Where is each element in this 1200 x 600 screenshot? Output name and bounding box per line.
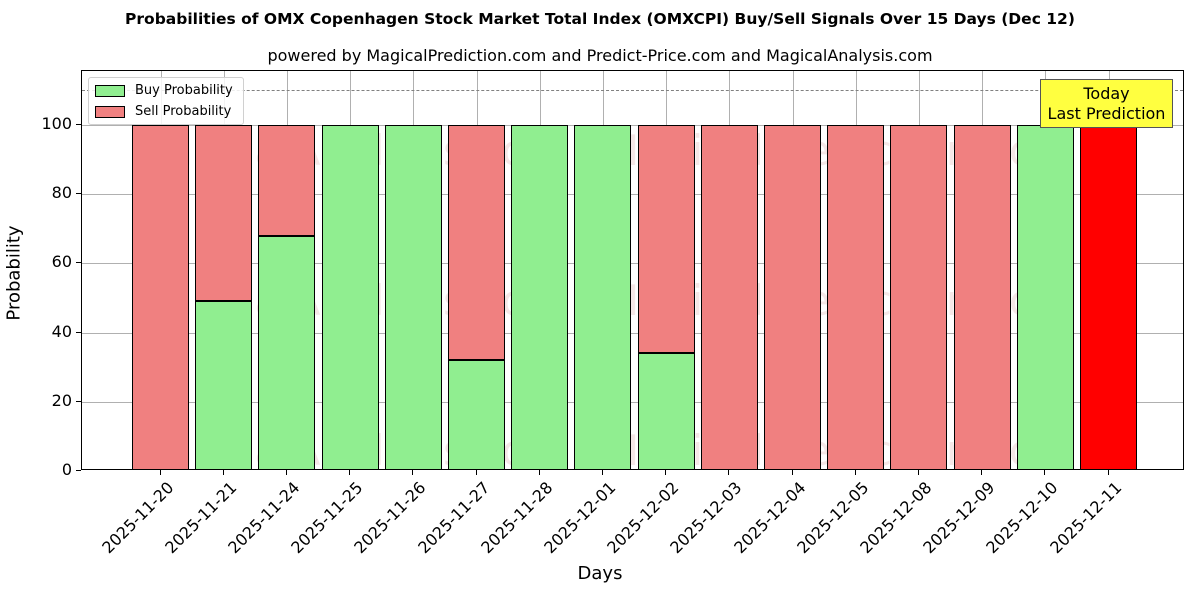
grid-line-horizontal xyxy=(82,263,1183,265)
legend-label-buy: Buy Probability xyxy=(135,83,233,98)
sell-bar xyxy=(890,125,948,469)
sell-swatch-icon xyxy=(95,105,125,118)
x-tick xyxy=(412,470,414,475)
chart-subtitle: powered by MagicalPrediction.com and Pre… xyxy=(267,46,933,65)
legend-item-sell: Sell Probability xyxy=(95,104,231,119)
y-tick xyxy=(76,470,81,471)
x-axis-title: Days xyxy=(577,563,623,584)
sell-bar xyxy=(953,125,1011,469)
buy-bar xyxy=(195,301,253,469)
sell-bar xyxy=(258,125,316,236)
buy-bar xyxy=(574,125,632,469)
chart-title: Probabilities of OMX Copenhagen Stock Ma… xyxy=(125,10,1075,28)
legend: Buy Probability Sell Probability xyxy=(88,77,244,125)
x-tick xyxy=(1107,470,1109,475)
x-tick xyxy=(601,470,603,475)
y-tick xyxy=(76,262,81,264)
grid-line-horizontal xyxy=(82,125,1183,126)
x-tick xyxy=(665,470,667,475)
y-axis-title: Probability xyxy=(3,225,25,321)
legend-label-sell: Sell Probability xyxy=(135,104,232,119)
buy-bar xyxy=(1016,125,1074,469)
annotation-line-1: Today xyxy=(1083,84,1130,103)
y-tick xyxy=(76,124,81,125)
buy-bar xyxy=(511,125,569,469)
y-tick xyxy=(76,400,81,402)
x-tick xyxy=(981,470,983,475)
buy-bar xyxy=(258,235,316,469)
y-tick-label: 100 xyxy=(41,114,72,133)
y-tick xyxy=(76,193,81,195)
x-tick xyxy=(854,470,856,475)
sell-bar xyxy=(700,125,758,469)
sell-bar xyxy=(448,125,505,361)
x-tick xyxy=(285,470,287,475)
y-tick-label: 0 xyxy=(61,460,72,479)
grid-line-horizontal xyxy=(82,194,1183,196)
x-tick xyxy=(159,470,161,475)
x-tick xyxy=(222,470,224,475)
buy-bar xyxy=(448,360,505,469)
sell-bar xyxy=(827,125,885,469)
y-tick-label: 60 xyxy=(51,252,72,272)
x-tick xyxy=(791,470,793,475)
grid-line-horizontal xyxy=(82,401,1183,403)
x-tick xyxy=(917,470,919,475)
y-tick xyxy=(76,331,81,333)
grid-line-horizontal xyxy=(82,332,1183,334)
x-tick xyxy=(1044,470,1046,475)
reference-line-dashed xyxy=(82,90,1183,92)
x-tick xyxy=(349,470,351,475)
sell-bar xyxy=(764,125,821,469)
buy-bar xyxy=(384,125,442,469)
legend-item-buy: Buy Probability xyxy=(95,83,233,98)
annotation-line-2: Last Prediction xyxy=(1047,104,1166,123)
sell-bar xyxy=(132,125,189,469)
today-sell-bar xyxy=(1080,125,1137,469)
buy-bar xyxy=(637,353,695,469)
plot-area: MagicalAnalysis.comMagicalPrediction.com… xyxy=(81,70,1184,470)
sell-bar xyxy=(637,125,695,354)
today-annotation: Today Last Prediction xyxy=(1040,79,1173,128)
y-tick-label: 80 xyxy=(51,183,72,203)
y-tick-label: 20 xyxy=(51,390,72,410)
x-tick xyxy=(475,470,477,475)
x-tick xyxy=(538,470,540,475)
buy-bar xyxy=(321,125,379,469)
x-tick xyxy=(728,470,730,475)
buy-swatch-icon xyxy=(95,84,125,97)
y-tick-label: 40 xyxy=(51,321,72,341)
sell-bar xyxy=(195,125,253,302)
